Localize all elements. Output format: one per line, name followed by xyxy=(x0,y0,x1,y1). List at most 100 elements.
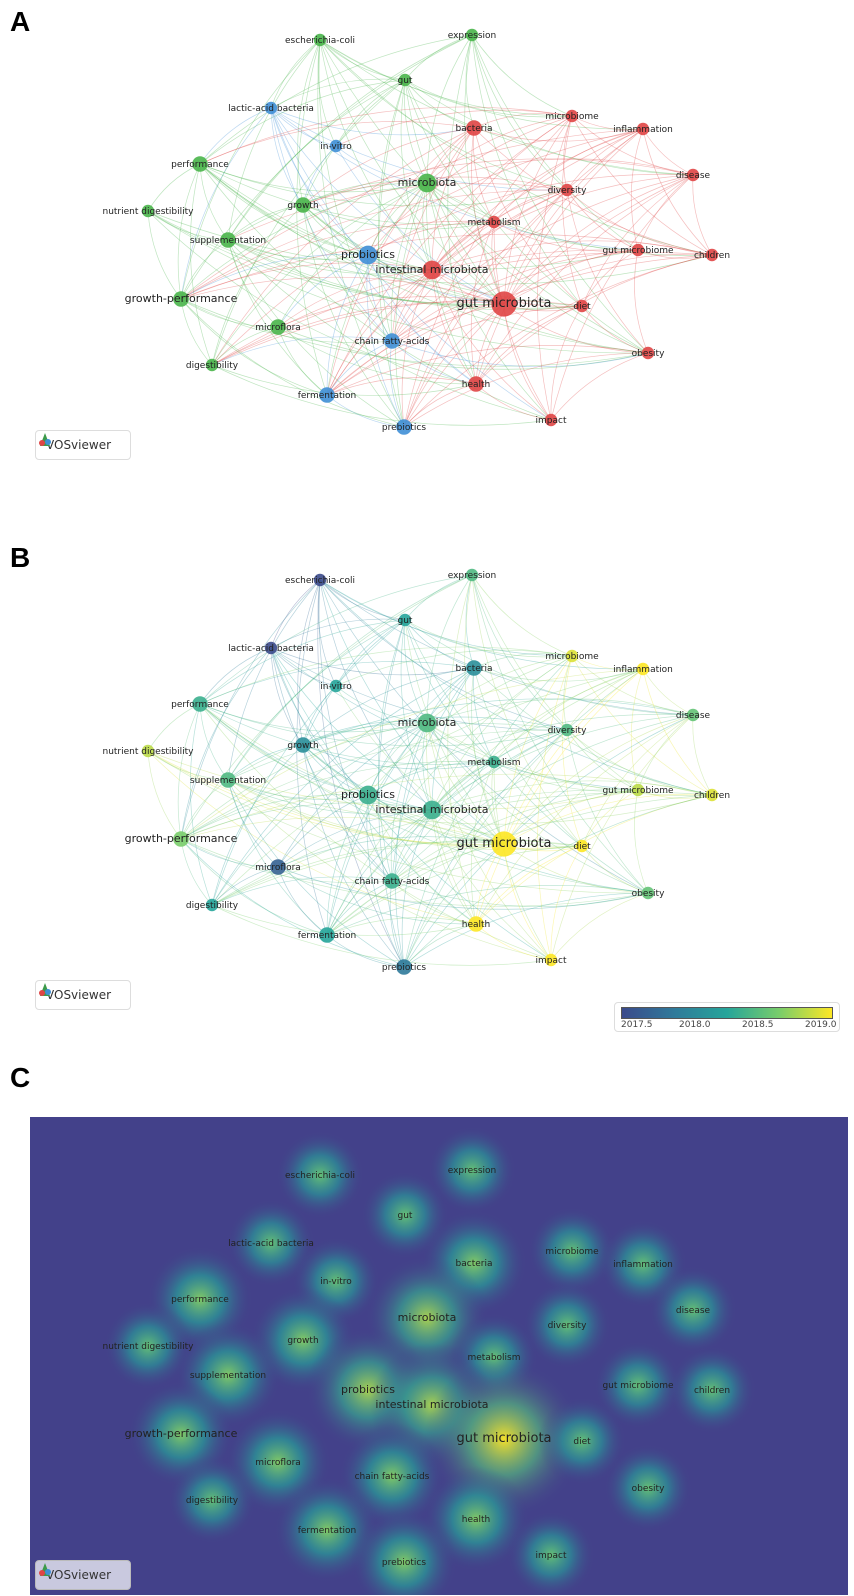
network-edge xyxy=(180,34,473,300)
node-escherichia-coli xyxy=(313,573,327,587)
network-edge xyxy=(326,305,583,396)
network-edge xyxy=(270,39,321,109)
network-edge xyxy=(493,189,568,223)
network-edge xyxy=(199,619,406,705)
network-edge xyxy=(326,269,433,396)
network-edge xyxy=(367,761,495,796)
network-edge xyxy=(227,182,428,241)
network-edge xyxy=(465,34,475,129)
network-edge xyxy=(378,619,406,882)
node-bacteria xyxy=(466,660,482,676)
network-edge xyxy=(227,79,406,241)
network-edge xyxy=(367,127,475,256)
network-edge xyxy=(270,107,337,147)
network-edge xyxy=(367,713,694,796)
network-edge xyxy=(335,649,573,687)
network-edge xyxy=(426,722,713,796)
panel-b: B escherichia-coli expression gut lactic-ac… xyxy=(0,540,854,1050)
node-label-gut-microbiome: gut microbiome xyxy=(602,246,674,256)
network-edge xyxy=(335,109,573,147)
network-edge xyxy=(426,182,713,256)
node-label-growth-performance: growth-performance xyxy=(125,832,238,845)
network-edge xyxy=(634,789,649,894)
network-edge xyxy=(180,729,568,840)
network-edge xyxy=(475,668,644,925)
node-gut xyxy=(398,613,412,627)
network-edge xyxy=(426,655,573,724)
network-edge xyxy=(270,78,406,109)
network-edge xyxy=(473,667,495,763)
node-label-prebiotics: prebiotics xyxy=(382,963,426,973)
density-label-children: children xyxy=(694,1386,730,1396)
network-edge xyxy=(473,667,583,847)
network-edge xyxy=(326,845,583,936)
network-edge xyxy=(471,667,505,845)
network-edge xyxy=(180,794,369,840)
network-edge xyxy=(302,667,475,746)
node-label-obesity: obesity xyxy=(632,889,665,899)
node-label-probiotics: probiotics xyxy=(341,248,395,261)
network-edge xyxy=(180,574,473,840)
network-edge xyxy=(326,794,369,936)
node-inflammation xyxy=(636,122,650,136)
network-edge xyxy=(227,204,304,241)
network-edge xyxy=(431,809,477,925)
network-edge xyxy=(391,340,649,368)
network-edge xyxy=(319,579,433,811)
network-map-overlay: escherichia-coli expression gut lactic-acid… xyxy=(102,568,730,975)
node-label-lactic-acid-bacteria: lactic-acid bacteria xyxy=(228,104,314,114)
network-edge xyxy=(326,809,433,936)
density-label-performance: performance xyxy=(171,1295,229,1305)
network-edge xyxy=(473,127,495,223)
network-edge xyxy=(335,619,406,687)
network-edge xyxy=(326,377,477,396)
network-edge xyxy=(199,703,583,847)
network-edge xyxy=(473,127,583,307)
node-gut-microbiota xyxy=(491,831,517,857)
network-edge xyxy=(404,619,649,894)
network-edge xyxy=(378,619,406,968)
network-edge xyxy=(180,39,321,300)
network-edge xyxy=(563,115,573,191)
network-edge xyxy=(550,352,649,421)
network-edge xyxy=(211,668,644,906)
node-label-growth-performance: growth-performance xyxy=(125,292,238,305)
network-edge xyxy=(147,210,477,385)
node-label-health: health xyxy=(462,920,491,930)
density-map-svg: escherichia-coli expression gut lactic-acid… xyxy=(102,1126,756,1595)
network-edge xyxy=(475,174,694,385)
node-label-impact: impact xyxy=(536,956,567,966)
network-edge xyxy=(227,619,406,781)
network-edge xyxy=(177,703,201,840)
network-edge xyxy=(319,39,573,117)
node-growth-performance xyxy=(173,291,189,307)
node-performance xyxy=(192,156,208,172)
network-edge xyxy=(403,794,713,968)
network-edge xyxy=(426,182,477,385)
network-edge xyxy=(571,115,644,131)
vosviewer-label: VOSviewer xyxy=(46,988,112,1002)
node-layer: escherichia-coli expression gut lactic-acid… xyxy=(102,568,730,975)
network-edge xyxy=(227,239,505,306)
network-edge xyxy=(302,721,428,746)
network-edge xyxy=(503,789,639,845)
network-edge xyxy=(391,880,649,908)
network-edge xyxy=(302,204,649,354)
network-edge xyxy=(637,714,694,791)
network-edge xyxy=(227,779,552,961)
network-edge xyxy=(431,128,644,271)
network-edge xyxy=(227,239,583,311)
network-edge xyxy=(147,750,649,894)
network-edge xyxy=(561,115,583,307)
network-edge xyxy=(296,39,328,396)
network-edge xyxy=(471,574,639,791)
network-edge xyxy=(566,668,644,731)
edge-layer xyxy=(147,34,713,428)
node-label-nutrient-digestibility: nutrient digestibility xyxy=(102,747,194,757)
network-edge xyxy=(326,917,477,936)
network-edge xyxy=(270,107,568,191)
network-edge xyxy=(211,127,475,366)
node-label-health: health xyxy=(462,380,491,390)
node-label-diversity: diversity xyxy=(548,726,587,736)
node-probiotics xyxy=(358,785,378,805)
